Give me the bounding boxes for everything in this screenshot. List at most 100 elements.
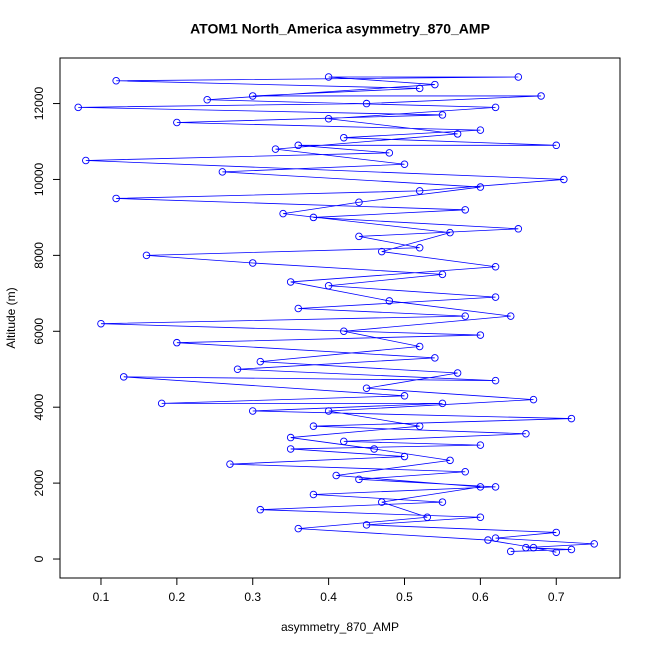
- data-point: [309, 490, 318, 499]
- data-point: [248, 407, 257, 415]
- y-axis-label: Altitude (m): [4, 287, 18, 348]
- x-axis-label: asymmetry_870_AMP: [281, 620, 399, 634]
- data-point: [355, 475, 363, 484]
- data-point: [309, 422, 318, 430]
- data-point: [256, 505, 265, 514]
- data-point: [431, 80, 439, 89]
- data-point: [340, 437, 348, 446]
- data-point: [370, 445, 378, 453]
- data-point: [491, 263, 500, 271]
- data-point: [415, 342, 424, 351]
- data-point: [476, 126, 485, 134]
- data-point: [355, 232, 363, 241]
- x-tick-label: 0.6: [472, 590, 489, 604]
- data-point: [355, 198, 363, 206]
- data-point: [423, 513, 432, 522]
- data-point: [233, 365, 242, 373]
- data-point: [461, 312, 469, 320]
- y-tick-label: 2000: [32, 469, 46, 496]
- data-point: [506, 312, 515, 320]
- data-point: [112, 77, 120, 85]
- data-point: [415, 84, 424, 93]
- data-point: [248, 92, 257, 100]
- data-point: [453, 369, 462, 377]
- data-point: [506, 547, 515, 556]
- data-point: [362, 521, 371, 529]
- x-tick-label: 0.7: [548, 590, 565, 604]
- data-point: [97, 319, 105, 328]
- data-point: [476, 513, 485, 522]
- y-tick-label: 12000: [32, 87, 46, 121]
- data-point: [438, 111, 447, 119]
- data-point: [400, 452, 409, 461]
- data-point: [294, 304, 303, 313]
- data-point: [567, 545, 576, 554]
- data-point: [340, 327, 348, 336]
- data-point: [415, 187, 424, 195]
- y-tick-label: 0: [32, 555, 46, 562]
- data-point: [309, 213, 318, 222]
- data-point: [461, 467, 469, 476]
- data-point: [119, 373, 128, 381]
- data-point: [173, 338, 181, 347]
- data-point: [438, 498, 447, 506]
- series-line: [78, 76, 595, 553]
- data-point: [324, 281, 333, 290]
- data-point: [491, 103, 500, 112]
- data-point: [324, 73, 333, 81]
- data-point: [203, 96, 211, 104]
- data-point: [173, 118, 181, 127]
- y-tick-label: 4000: [32, 394, 46, 421]
- data-point: [552, 528, 561, 537]
- x-tick-label: 0.3: [244, 590, 261, 604]
- x-tick-label: 0.4: [320, 590, 337, 604]
- data-point: [446, 228, 454, 237]
- data-point: [400, 160, 409, 169]
- x-tick-label: 0.1: [93, 590, 110, 604]
- data-point: [377, 247, 386, 256]
- y-tick-label: 10000: [32, 162, 46, 196]
- data-point: [476, 483, 485, 491]
- data-point: [522, 543, 530, 552]
- data-point: [248, 259, 257, 267]
- data-point: [400, 392, 409, 400]
- data-point: [461, 206, 469, 214]
- data-point: [385, 149, 394, 157]
- data-point: [294, 141, 303, 150]
- data-point: [294, 524, 303, 533]
- data-point: [476, 331, 485, 339]
- data-point: [362, 384, 371, 392]
- data-point: [332, 471, 340, 480]
- data-point: [377, 498, 386, 506]
- x-tick-label: 0.5: [396, 590, 413, 604]
- data-point: [491, 534, 500, 542]
- data-point: [415, 422, 424, 430]
- data-point: [218, 168, 227, 176]
- data-point: [522, 430, 530, 438]
- data-point: [362, 99, 371, 108]
- data-point: [82, 156, 90, 165]
- data-point: [385, 297, 394, 305]
- data-point: [491, 293, 500, 301]
- data-point: [142, 251, 151, 260]
- data-point: [453, 130, 462, 138]
- data-point: [560, 175, 568, 184]
- data-point: [74, 103, 82, 112]
- data-point: [431, 354, 439, 362]
- data-point: [514, 73, 523, 81]
- data-point: [279, 209, 287, 218]
- y-tick-label: 6000: [32, 318, 46, 345]
- data-point: [552, 548, 561, 556]
- data-point: [324, 114, 333, 123]
- data-point: [286, 433, 295, 442]
- data-point: [271, 145, 280, 153]
- data-point: [476, 441, 485, 449]
- data-point: [537, 92, 545, 100]
- data-point: [415, 244, 424, 252]
- data-point: [256, 357, 265, 366]
- data-point: [590, 540, 598, 548]
- data-point: [340, 133, 348, 142]
- data-point: [529, 543, 538, 552]
- plot-box: [59, 57, 621, 579]
